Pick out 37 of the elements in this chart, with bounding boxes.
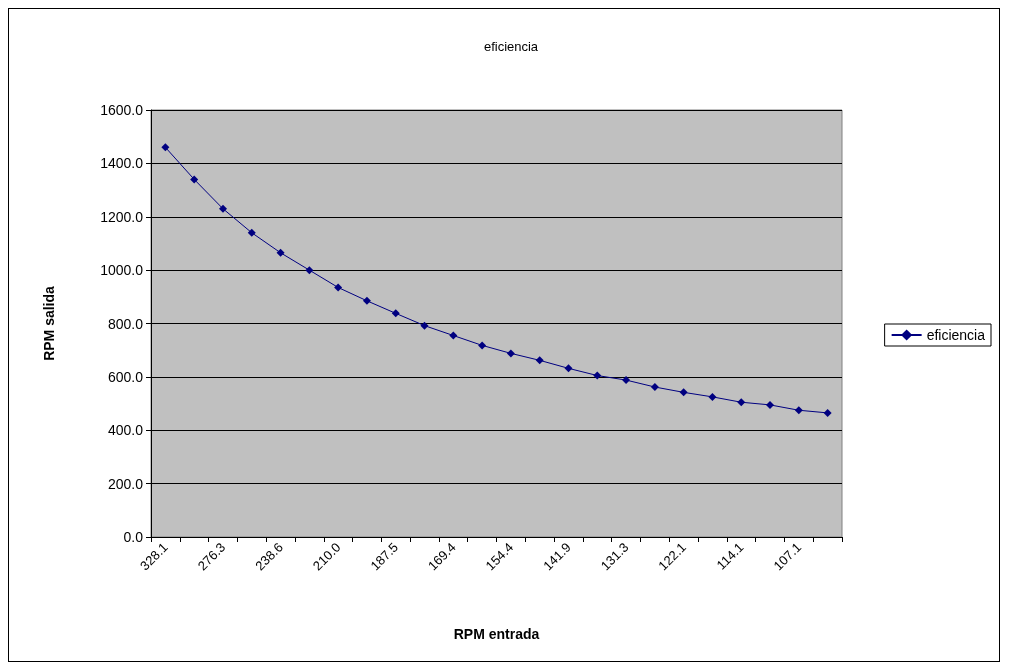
point <box>564 364 573 373</box>
point <box>362 296 371 305</box>
point <box>478 341 487 350</box>
y-axis-title: RPM salida <box>41 285 57 361</box>
x-axis-title: RPM entrada <box>453 626 540 642</box>
point <box>190 175 199 184</box>
point <box>766 400 775 409</box>
point <box>218 204 227 213</box>
point <box>247 228 256 237</box>
point <box>737 398 746 407</box>
point <box>708 392 717 401</box>
chart-title: eficiencia <box>483 39 539 54</box>
y-tick-label: 1600.0 <box>100 102 144 118</box>
point <box>506 349 515 358</box>
point <box>650 383 659 392</box>
point <box>334 283 343 292</box>
point <box>593 371 602 380</box>
y-tick-label: 1400.0 <box>100 155 144 172</box>
point <box>823 408 832 417</box>
point <box>276 248 285 257</box>
point <box>420 321 429 330</box>
point <box>391 309 400 318</box>
point <box>794 406 803 415</box>
y-tick-label: 200.0 <box>107 475 144 492</box>
legend-label: eficiencia <box>926 327 986 343</box>
point <box>161 143 170 152</box>
point <box>622 376 631 385</box>
point <box>535 356 544 365</box>
y-tick-label: 0.0 <box>123 529 144 545</box>
point <box>679 388 688 397</box>
y-tick-label: 600.0 <box>107 368 144 385</box>
y-tick-label: 1000.0 <box>100 262 144 279</box>
point <box>449 331 458 340</box>
y-tick-label: 1200.0 <box>100 208 144 225</box>
y-tick-label: 800.0 <box>107 315 144 332</box>
point <box>305 266 314 275</box>
y-tick-label: 400.0 <box>107 422 144 439</box>
